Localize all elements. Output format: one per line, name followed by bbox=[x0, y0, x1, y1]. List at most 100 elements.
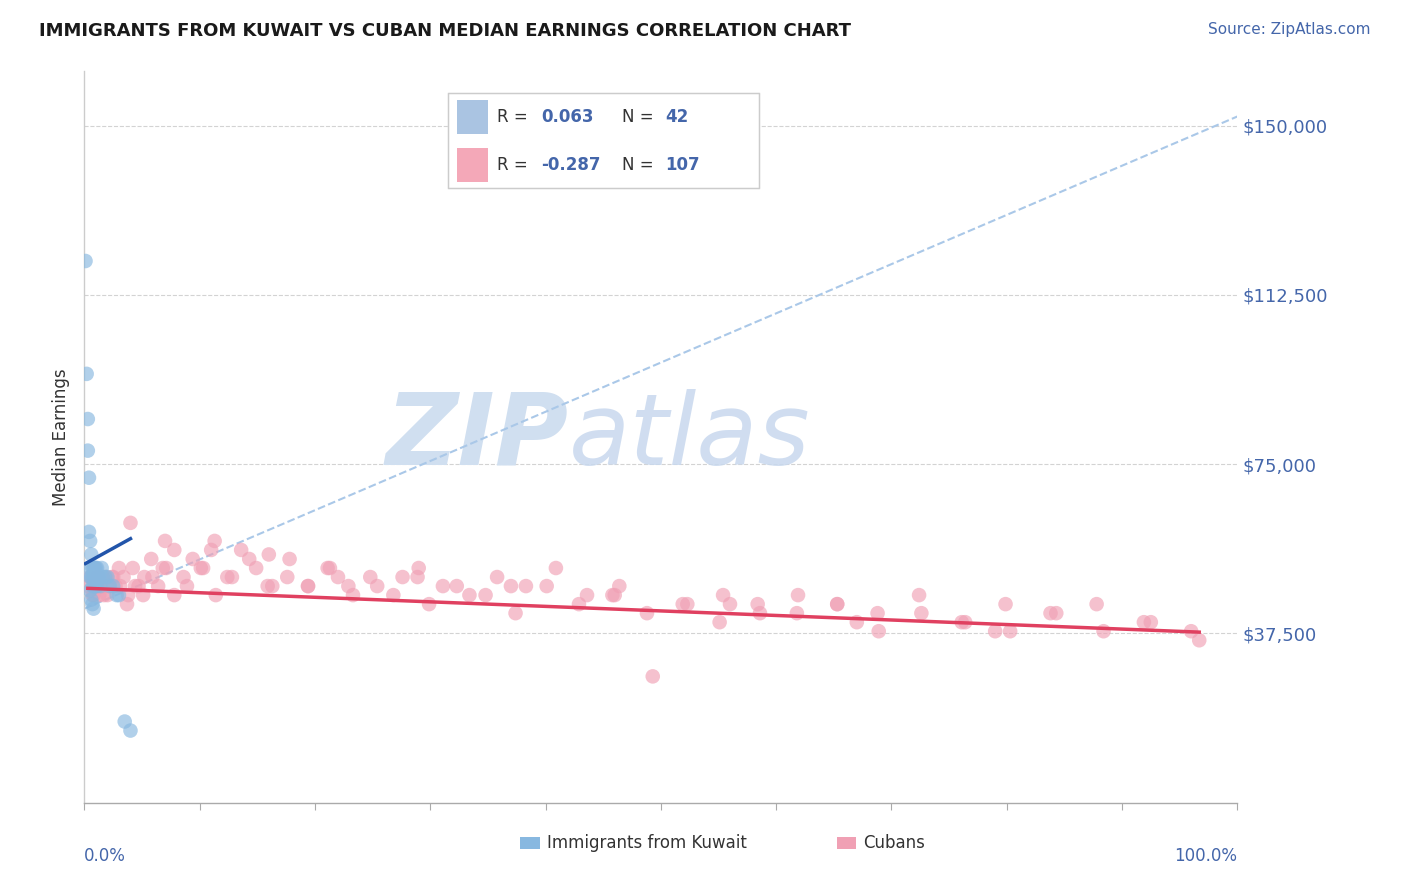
Point bbox=[89, 579, 111, 593]
Point bbox=[84, 561, 107, 575]
Text: Source: ZipAtlas.com: Source: ZipAtlas.com bbox=[1208, 22, 1371, 37]
Point bbox=[128, 579, 150, 593]
Point bbox=[950, 615, 973, 630]
Point bbox=[115, 597, 138, 611]
Point bbox=[84, 579, 107, 593]
Point bbox=[787, 588, 810, 602]
Point bbox=[486, 570, 509, 584]
Point bbox=[108, 579, 131, 593]
Point bbox=[79, 533, 101, 548]
Bar bbox=[837, 837, 856, 849]
Point bbox=[96, 570, 118, 584]
Point bbox=[418, 597, 440, 611]
Point bbox=[382, 588, 405, 602]
Point bbox=[406, 570, 429, 584]
Point bbox=[868, 624, 890, 639]
Point bbox=[87, 570, 110, 584]
Point bbox=[603, 588, 626, 602]
Point bbox=[112, 570, 135, 584]
Point bbox=[607, 579, 630, 593]
Point bbox=[316, 561, 339, 575]
Point bbox=[120, 723, 142, 738]
Point bbox=[1140, 615, 1163, 630]
Point bbox=[276, 570, 298, 584]
Point bbox=[86, 570, 108, 584]
Point bbox=[108, 561, 131, 575]
Point bbox=[297, 579, 319, 593]
Point bbox=[86, 561, 108, 575]
Point bbox=[602, 588, 624, 602]
Point bbox=[80, 548, 103, 562]
Point bbox=[173, 570, 195, 584]
Point bbox=[134, 570, 156, 584]
Point bbox=[94, 570, 117, 584]
Point bbox=[200, 543, 222, 558]
Point bbox=[79, 570, 101, 584]
Point bbox=[76, 412, 98, 426]
Point bbox=[536, 579, 558, 593]
Point bbox=[79, 583, 101, 598]
Point bbox=[141, 570, 163, 584]
Point bbox=[163, 543, 186, 558]
Point bbox=[83, 579, 105, 593]
Point bbox=[163, 588, 186, 602]
Point bbox=[76, 443, 98, 458]
Point bbox=[152, 561, 174, 575]
Point bbox=[114, 714, 136, 729]
Point bbox=[75, 254, 97, 268]
Point bbox=[83, 561, 105, 575]
Point bbox=[83, 579, 105, 593]
Point bbox=[153, 533, 176, 548]
Text: Cubans: Cubans bbox=[863, 834, 925, 852]
Point bbox=[366, 579, 388, 593]
Point bbox=[96, 588, 118, 602]
Point bbox=[747, 597, 769, 611]
Point bbox=[278, 552, 301, 566]
Point bbox=[515, 579, 537, 593]
Point bbox=[505, 606, 527, 620]
Point bbox=[103, 570, 124, 584]
Point bbox=[190, 561, 212, 575]
Point bbox=[191, 561, 214, 575]
Point bbox=[77, 524, 100, 539]
Text: 0.0%: 0.0% bbox=[84, 847, 127, 864]
Point bbox=[146, 579, 169, 593]
Y-axis label: Median Earnings: Median Earnings bbox=[52, 368, 70, 506]
Point bbox=[994, 597, 1017, 611]
Point bbox=[77, 471, 100, 485]
Point bbox=[83, 561, 105, 575]
Point bbox=[474, 588, 496, 602]
Point bbox=[825, 597, 848, 611]
Text: ZIP: ZIP bbox=[385, 389, 568, 485]
Point bbox=[101, 570, 124, 584]
Point bbox=[825, 597, 848, 611]
Point bbox=[231, 543, 253, 558]
Point bbox=[359, 570, 381, 584]
Point bbox=[257, 548, 280, 562]
Point bbox=[408, 561, 430, 575]
Point bbox=[82, 597, 104, 611]
Point bbox=[80, 570, 103, 584]
Point bbox=[97, 579, 120, 593]
Point bbox=[82, 588, 104, 602]
Point bbox=[998, 624, 1021, 639]
Point bbox=[103, 579, 124, 593]
Point bbox=[89, 588, 111, 602]
Point bbox=[786, 606, 808, 620]
Point bbox=[204, 533, 226, 548]
Point bbox=[91, 570, 114, 584]
Point bbox=[83, 601, 105, 615]
Point bbox=[93, 588, 115, 602]
Point bbox=[80, 592, 103, 607]
Point bbox=[676, 597, 699, 611]
Point bbox=[76, 367, 98, 381]
Point bbox=[104, 579, 127, 593]
Point bbox=[217, 570, 239, 584]
Point bbox=[238, 552, 260, 566]
Point bbox=[568, 597, 591, 611]
Text: 100.0%: 100.0% bbox=[1174, 847, 1237, 864]
Point bbox=[89, 570, 111, 584]
Point bbox=[76, 579, 98, 593]
Point bbox=[641, 669, 664, 683]
Bar bbox=[520, 837, 540, 849]
